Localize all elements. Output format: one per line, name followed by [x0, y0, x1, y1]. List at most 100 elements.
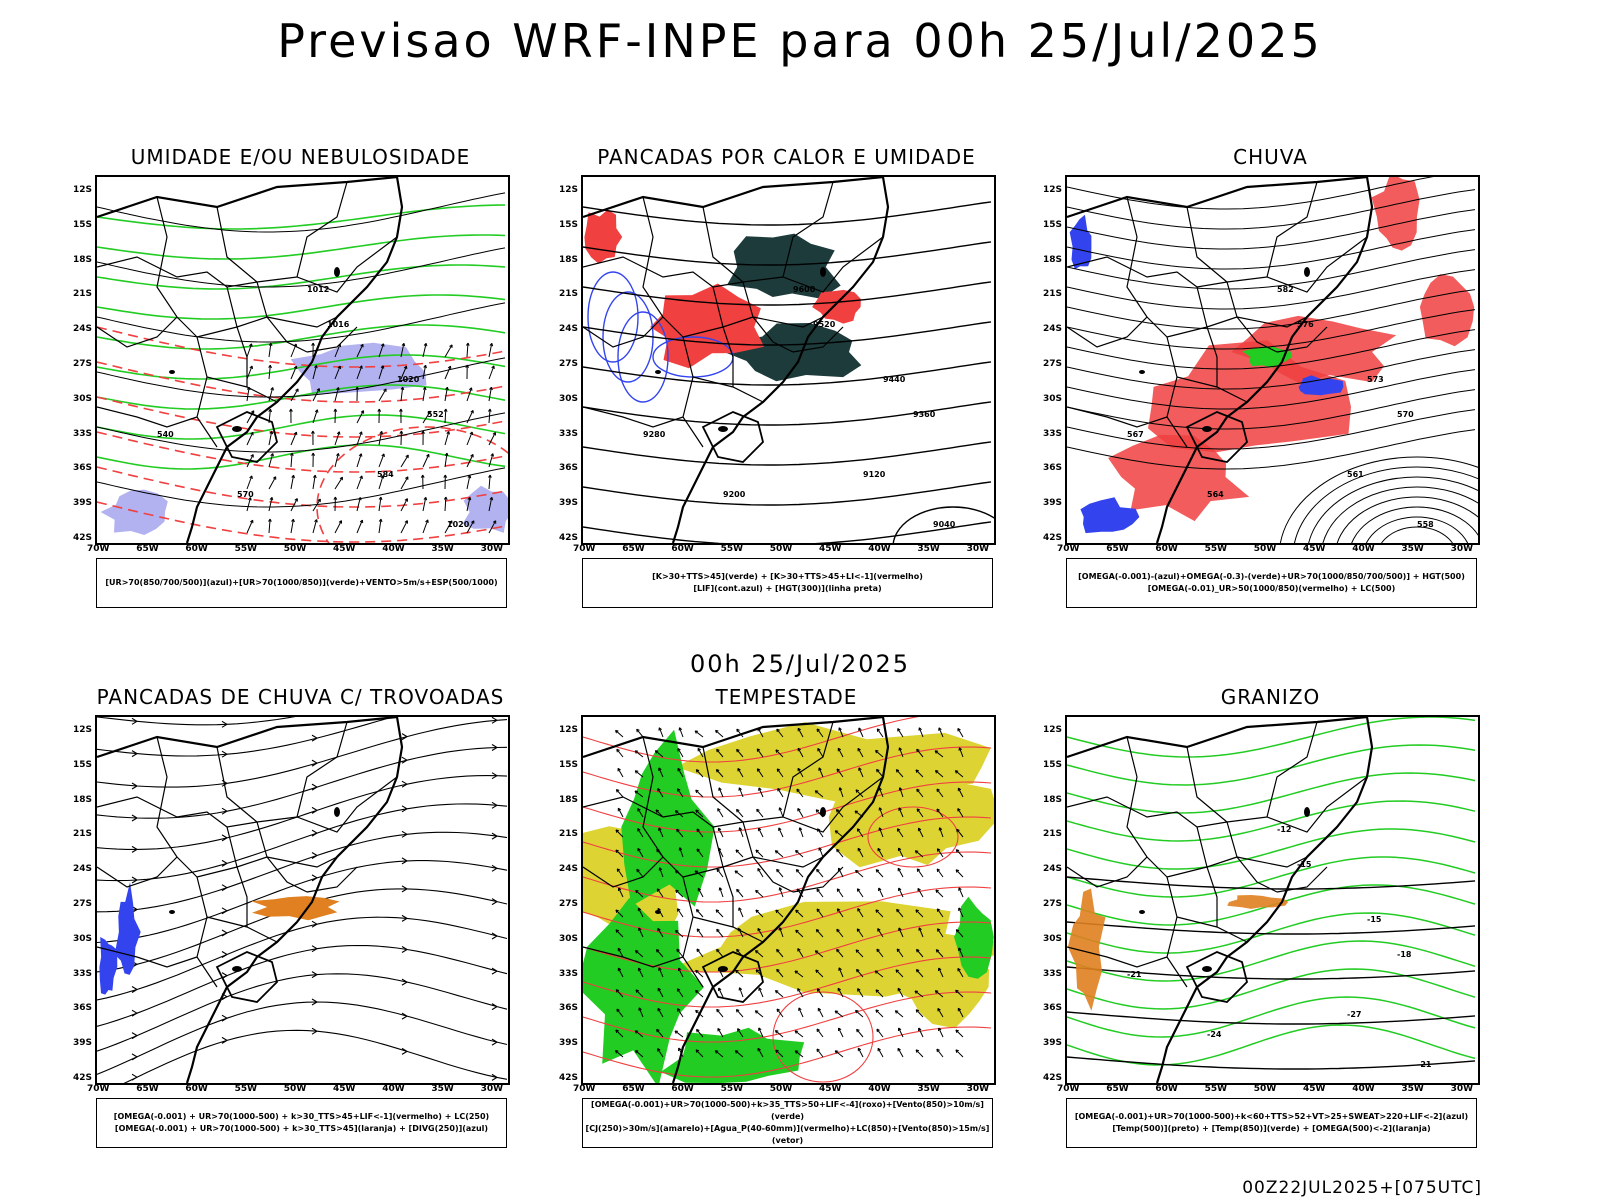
- wind850-vector: [716, 769, 724, 778]
- wind850-vector-head: [676, 828, 680, 833]
- lake: [1202, 426, 1212, 432]
- wind850-vector-head: [677, 1008, 681, 1012]
- wind850-vector: [954, 770, 964, 778]
- wind850-vector: [756, 808, 764, 818]
- hgt500-contour: [1067, 329, 1476, 370]
- wind850-vector-head: [898, 807, 902, 811]
- wind-vector-head: [468, 387, 473, 391]
- wind-vector-head: [293, 365, 298, 370]
- wind850-vector-head: [616, 1008, 620, 1013]
- wind850-vector: [877, 1048, 884, 1058]
- uruguay-outline: [215, 951, 278, 1003]
- wind-vector-head: [443, 496, 448, 500]
- wind850-vector-head: [938, 727, 942, 731]
- wind850-vector: [915, 909, 924, 918]
- wind850-vector-head: [774, 850, 779, 854]
- wind850-vector: [775, 850, 784, 858]
- wind850-vector: [817, 748, 824, 758]
- wind850-vector-head: [677, 767, 681, 772]
- country-border: [1067, 316, 1148, 348]
- wind850-vector: [815, 929, 824, 938]
- lat-tick-label: 36S: [73, 1003, 93, 1014]
- wind850-vector-head: [694, 730, 699, 734]
- legend-line: [K>30+TTS>45](verde) + [K>30+TTS>45+LI<-…: [652, 572, 923, 581]
- hgt500-contour: [1067, 309, 1476, 350]
- wind850-vector-head: [836, 888, 841, 892]
- streamline: [97, 1001, 508, 1075]
- wind850-vector-head: [837, 747, 842, 752]
- wind850-vector-head: [758, 987, 762, 991]
- country-border: [742, 236, 884, 293]
- lif-contour: [587, 271, 639, 363]
- wind850-vector-head: [677, 908, 681, 912]
- streamline: [97, 775, 508, 850]
- wind850-vector: [895, 769, 904, 778]
- wind850-vector-head: [955, 989, 959, 994]
- wind850-vector-head: [695, 769, 700, 773]
- wind850-vector-head: [757, 1047, 761, 1052]
- wind850-vector: [836, 948, 844, 958]
- streamline-arrow: [131, 750, 138, 758]
- wind850-vector: [757, 728, 764, 738]
- wind-vector: [400, 454, 409, 468]
- wind850-vector-head: [917, 827, 922, 832]
- wind850-vector-head: [955, 929, 960, 933]
- wind-vector: [246, 475, 253, 490]
- wind850-vector: [658, 727, 664, 738]
- streamline-arrow: [311, 783, 318, 791]
- lat-tick-label: 39S: [559, 498, 579, 509]
- contour-label: -15: [1297, 860, 1312, 869]
- hgt500-contour: [1322, 486, 1478, 543]
- wind850-vector: [834, 830, 844, 838]
- wind850-vector-head: [857, 908, 861, 912]
- temp500-contour: [1067, 1011, 1476, 1025]
- wind850-vector-head: [874, 970, 879, 974]
- wind850-vector: [839, 787, 844, 798]
- country-border: [583, 406, 684, 428]
- wind850-vector-head: [957, 727, 961, 732]
- streamline-arrow: [131, 845, 138, 853]
- wind850-vector: [915, 969, 924, 978]
- wind850-vector: [657, 788, 664, 798]
- wind850-vector-head: [857, 747, 861, 752]
- wind850-vector: [634, 750, 644, 758]
- lat-tick-label: 42S: [559, 533, 579, 543]
- rh-low-contour: [97, 234, 506, 260]
- country-border: [97, 946, 198, 968]
- contour-label: 576: [1297, 320, 1314, 329]
- lat-tick-label: 24S: [559, 864, 579, 875]
- wind850-vector-head: [776, 728, 780, 733]
- wind850-vector-head: [638, 927, 642, 931]
- lat-tick-label: 21S: [559, 289, 579, 300]
- wind-vector-head: [423, 364, 427, 369]
- wind-vector-head: [469, 431, 474, 436]
- country-border: [642, 736, 704, 988]
- lake: [1304, 267, 1310, 277]
- wind-vector: [378, 431, 383, 446]
- lat-tick-label: 36S: [559, 463, 579, 474]
- wind850-vector: [856, 888, 864, 898]
- map-pancadas-trovoadas: [95, 715, 510, 1085]
- wind-vector-head: [311, 452, 316, 456]
- wind850-vector-head: [637, 907, 642, 912]
- wind850-vector-head: [658, 767, 662, 771]
- wind850-vector-head: [897, 728, 901, 732]
- wind850-vector: [695, 769, 704, 778]
- wind-vector: [422, 454, 430, 468]
- hgt500-contour: [1067, 249, 1476, 290]
- wind850-vector: [617, 967, 624, 978]
- lat-tick-label: 12S: [1043, 725, 1063, 735]
- panel-title: PANCADAS POR CALOR E UMIDADE: [597, 145, 976, 169]
- wind850-vector: [716, 1008, 724, 1018]
- wind850-vector-head: [738, 827, 743, 831]
- wind850-vector-head: [896, 948, 901, 952]
- wind850-vector: [754, 1010, 764, 1018]
- wind850-vector: [936, 788, 944, 798]
- wind850-vector: [755, 889, 764, 898]
- contour-label: 540: [157, 430, 174, 439]
- lat-tick-label: 30S: [559, 393, 579, 404]
- wind850-vector: [877, 848, 884, 858]
- wind850-vector: [837, 747, 844, 758]
- wind850-vector-head: [897, 867, 901, 872]
- wind850-vector: [878, 827, 884, 838]
